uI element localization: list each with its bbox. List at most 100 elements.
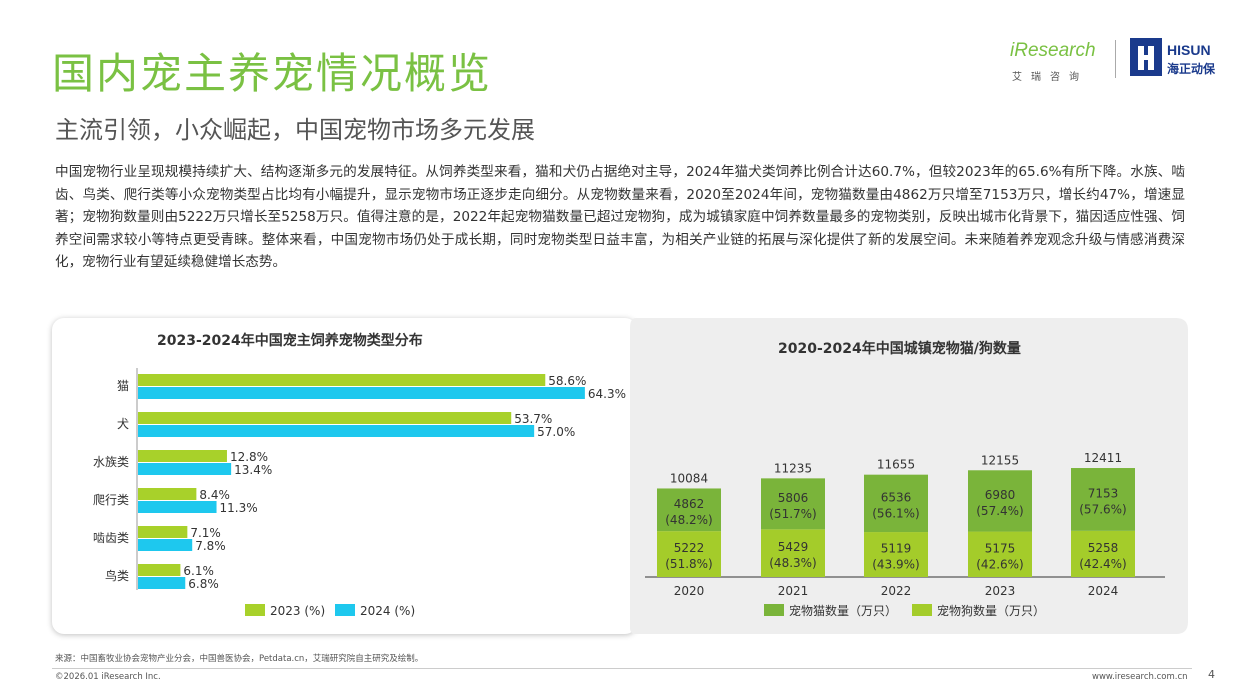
- cat-share-label: (48.2%): [665, 513, 712, 527]
- legend-label: 2024 (%): [360, 604, 415, 618]
- iresearch-logo-cn: 艾瑞咨询: [1012, 72, 1088, 83]
- dog-bar: [864, 532, 928, 577]
- cat-value-label: 5806: [778, 491, 809, 505]
- dog-value-label: 5429: [778, 540, 809, 554]
- pet-count-chart-panel: 2020-2024年中国城镇宠物猫/狗数量 5222 (51.8%) 4862 (48…: [630, 318, 1188, 634]
- source-note: 来源：中国畜牧业协会宠物产业分会，中国兽医协会，Petdata.cn，艾瑞研究院…: [55, 654, 424, 664]
- logo-divider: [1115, 40, 1116, 78]
- cat-bar: [1071, 468, 1135, 531]
- bar-2024: [138, 501, 217, 513]
- category-label: 啮齿类: [93, 531, 129, 545]
- page-number: 4: [1208, 668, 1215, 681]
- dog-share-label: (42.6%): [976, 557, 1023, 571]
- footer-divider: [52, 668, 1192, 669]
- category-label: 鸟类: [105, 568, 129, 583]
- dog-value-label: 5119: [881, 542, 912, 556]
- bar-value-label: 13.4%: [234, 463, 272, 477]
- bar-value-label: 8.4%: [199, 488, 230, 502]
- bar-2024: [138, 425, 535, 437]
- pet-type-bar-chart: 猫 58.6%64.3% 犬 53.7%57.0% 水族类 12.8%13.4% 爬行类 8.…: [93, 368, 626, 618]
- dog-value-label: 5222: [674, 541, 705, 555]
- website-url: www.iresearch.com.cn: [1092, 672, 1188, 682]
- bar-value-label: 7.8%: [195, 539, 226, 553]
- year-tick-label: 2024: [1088, 584, 1119, 598]
- cat-bar: [864, 474, 928, 533]
- dog-bar: [657, 531, 721, 577]
- page-title: 国内宠主养宠情况概览: [52, 49, 493, 98]
- dog-share-label: (48.3%): [769, 556, 816, 570]
- dog-bar: [1071, 530, 1135, 577]
- bar-2023: [138, 526, 188, 538]
- cat-bar: [761, 478, 825, 530]
- bar-2024: [138, 539, 193, 551]
- bar-value-label: 58.6%: [548, 374, 586, 388]
- iresearch-logo: iResearch 艾瑞咨询: [1010, 40, 1100, 84]
- year-tick-label: 2022: [881, 584, 912, 598]
- legend-swatch: [245, 604, 265, 616]
- legend-label: 宠物狗数量（万只）: [937, 603, 1045, 618]
- bar-2023: [138, 564, 181, 576]
- legend-swatch: [764, 604, 784, 616]
- total-label: 11655: [877, 458, 915, 472]
- pet-type-chart-panel: 2023-2024年中国宠主饲养宠物类型分布 猫 58.6% 64.3% 犬 53.7%…: [52, 318, 637, 634]
- legend-label: 宠物猫数量（万只）: [789, 603, 897, 618]
- total-label: 12411: [1084, 451, 1122, 465]
- cat-share-label: (51.7%): [769, 507, 816, 521]
- category-label: 犬: [117, 417, 129, 431]
- bar-2023: [138, 488, 197, 500]
- legend-swatch: [912, 604, 932, 616]
- year-tick-label: 2021: [778, 584, 809, 598]
- dog-value-label: 5175: [985, 541, 1016, 555]
- year-tick-label: 2023: [985, 584, 1016, 598]
- category-label: 猫: [117, 379, 129, 393]
- legend-swatch: [335, 604, 355, 616]
- dog-share-label: (42.4%): [1079, 557, 1126, 571]
- hisun-logo-cn: 海正动保: [1167, 62, 1216, 76]
- pet-count-stacked-chart: 5222 (51.8%) 4862 (48.2%) 10084 2020 5429 (48.3…: [645, 451, 1165, 618]
- cat-value-label: 4862: [674, 497, 705, 511]
- copyright: ©2026.01 iResearch Inc.: [55, 672, 161, 682]
- summary-paragraph: 中国宠物行业呈现规模持续扩大、结构逐渐多元的发展特征。从饲养类型来看，猫和犬仍占…: [55, 164, 1185, 271]
- cat-value-label: 6536: [881, 490, 912, 504]
- dog-bar: [968, 531, 1032, 577]
- dog-share-label: (43.9%): [872, 558, 919, 572]
- cat-share-label: (57.6%): [1079, 502, 1126, 516]
- bar-value-label: 57.0%: [537, 425, 575, 439]
- cat-share-label: (57.4%): [976, 504, 1023, 518]
- bar-value-label: 64.3%: [588, 387, 626, 401]
- hisun-logo: HISUN 海正动保: [1130, 38, 1225, 82]
- hisun-logo-en: HISUN: [1167, 42, 1211, 58]
- category-label: 爬行类: [93, 493, 129, 507]
- year-tick-label: 2020: [674, 584, 705, 598]
- total-label: 12155: [981, 453, 1019, 467]
- bar-value-label: 53.7%: [514, 412, 552, 426]
- bar-value-label: 6.8%: [188, 577, 219, 591]
- bar-value-label: 7.1%: [190, 526, 221, 540]
- category-label: 水族类: [93, 455, 129, 469]
- bar-value-label: 6.1%: [183, 564, 214, 578]
- cat-bar: [968, 470, 1032, 532]
- bar-2023: [138, 412, 512, 424]
- dog-share-label: (51.8%): [665, 557, 712, 571]
- cat-bar: [657, 488, 721, 532]
- bar-2023: [138, 450, 227, 462]
- bar-value-label: 11.3%: [220, 501, 258, 515]
- legend-label: 2023 (%): [270, 604, 325, 618]
- total-label: 10084: [670, 471, 708, 485]
- dog-bar: [761, 529, 825, 577]
- dog-value-label: 5258: [1088, 541, 1119, 555]
- bar-2024: [138, 387, 585, 399]
- hisun-logo-icon: [1130, 38, 1162, 76]
- bar-2024: [138, 577, 186, 589]
- bar-2023: [138, 374, 546, 386]
- bar-value-label: 12.8%: [230, 450, 268, 464]
- cat-value-label: 7153: [1088, 486, 1119, 500]
- pet-type-chart-title: 2023-2024年中国宠主饲养宠物类型分布: [157, 333, 423, 349]
- cat-share-label: (56.1%): [872, 506, 919, 520]
- total-label: 11235: [774, 461, 812, 475]
- cat-value-label: 6980: [985, 488, 1016, 502]
- bar-2024: [138, 463, 232, 475]
- pet-count-chart-title: 2020-2024年中国城镇宠物猫/狗数量: [778, 341, 1021, 357]
- page-subtitle: 主流引领，小众崛起，中国宠物市场多元发展: [55, 116, 535, 144]
- iresearch-logo-word: iResearch: [1010, 40, 1096, 61]
